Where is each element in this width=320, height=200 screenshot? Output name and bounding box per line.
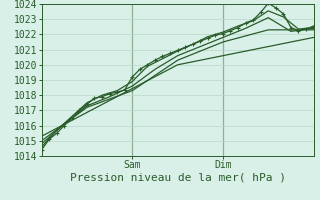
X-axis label: Pression niveau de la mer( hPa ): Pression niveau de la mer( hPa ) xyxy=(70,173,286,183)
